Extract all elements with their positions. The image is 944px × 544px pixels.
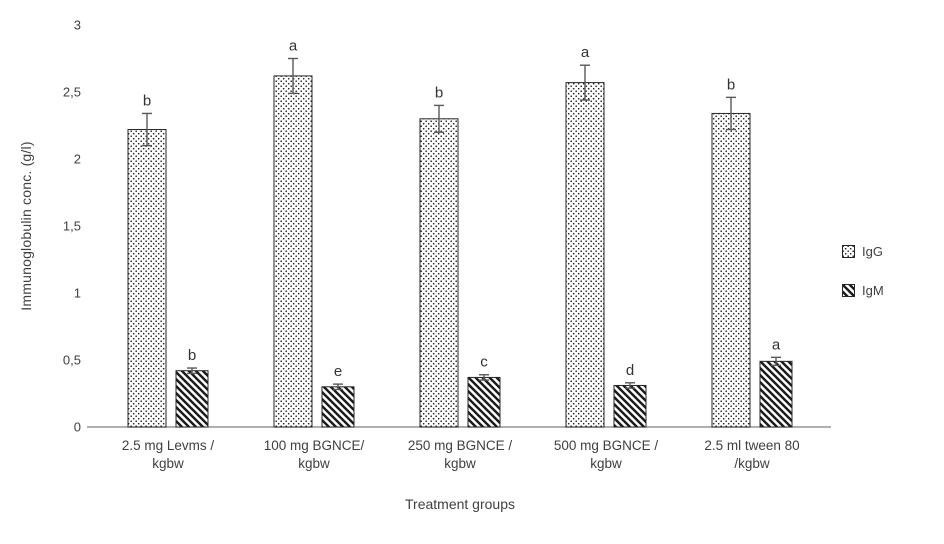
category-label: 250 mg BGNCE / kgbw	[407, 438, 513, 471]
error-bar	[333, 383, 343, 391]
significance-letter: b	[727, 76, 735, 93]
y-tick-label: 0,5	[63, 353, 81, 368]
error-bar	[142, 112, 152, 147]
legend-label: IgM	[862, 283, 884, 298]
bar-igg	[127, 129, 167, 428]
significance-letter: b	[188, 347, 196, 364]
bar-igg	[565, 82, 605, 428]
legend-swatch-dots-icon	[842, 245, 855, 258]
significance-letter: c	[480, 354, 488, 371]
category-label: 100 mg BGNCE/ kgbw	[263, 438, 365, 471]
bar-igg	[711, 112, 751, 428]
error-bar	[434, 104, 444, 133]
bar-igm	[321, 386, 355, 428]
y-tick-label: 1,5	[63, 219, 81, 234]
legend: IgG IgM	[842, 244, 884, 298]
bar-igm	[759, 360, 793, 428]
category-label: 500 mg BGNCE / kgbw	[553, 438, 659, 471]
error-bar	[580, 64, 590, 101]
legend-swatch-diagonal-stripes-icon	[842, 284, 855, 297]
bar-igm	[467, 376, 501, 428]
significance-letter: b	[143, 92, 151, 109]
y-tick-label: 1	[74, 286, 81, 301]
bar-igm	[613, 384, 647, 428]
legend-label: IgG	[862, 244, 883, 259]
error-bar	[726, 96, 736, 131]
error-bar	[625, 382, 635, 389]
category-label: 2.5 ml tween 80 /kgbw	[704, 438, 800, 471]
y-tick-label: 2	[74, 152, 81, 167]
error-bar	[771, 356, 781, 367]
significance-letter: e	[334, 363, 342, 380]
significance-letter: d	[626, 362, 634, 379]
error-bar	[187, 367, 197, 375]
significance-letter: a	[581, 44, 590, 61]
y-tick-label: 0	[74, 420, 81, 435]
bar-igg	[419, 118, 459, 428]
significance-letter: a	[289, 38, 298, 55]
bar-igg	[273, 75, 313, 428]
error-bar	[479, 374, 489, 381]
x-axis-title: Treatment groups	[405, 496, 515, 512]
legend-item-igm: IgM	[842, 283, 884, 298]
category-label: 2.5 mg Levms / kgbw	[121, 438, 215, 471]
bar-igm	[175, 370, 209, 428]
y-tick-label: 2,5	[63, 85, 81, 100]
y-tick-label: 3	[74, 18, 81, 33]
legend-item-igg: IgG	[842, 244, 884, 259]
significance-letter: a	[772, 336, 781, 353]
significance-letter: b	[435, 84, 443, 101]
error-bar	[288, 57, 298, 95]
